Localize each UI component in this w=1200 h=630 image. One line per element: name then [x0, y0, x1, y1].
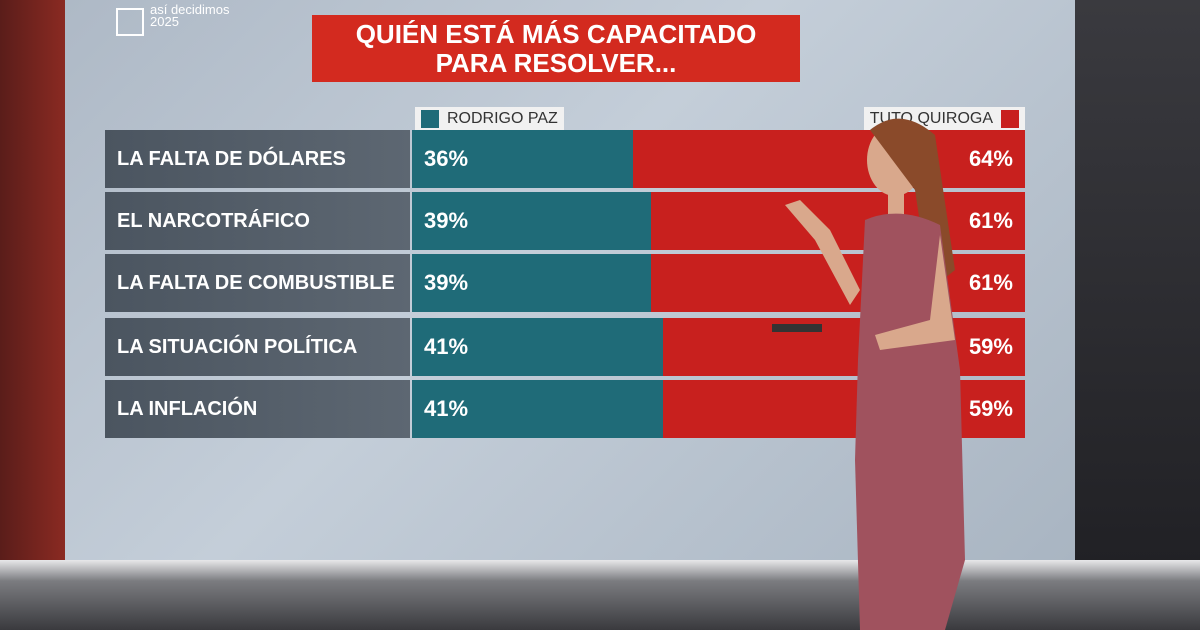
bar-segment: 59% — [663, 318, 1025, 376]
studio-wall — [1075, 0, 1200, 630]
category-text: LA INFLACIÓN — [117, 398, 258, 420]
category-text: LA FALTA DE COMBUSTIBLE — [117, 272, 395, 294]
value-label: 36% — [424, 146, 469, 171]
legend-swatch — [421, 110, 439, 128]
value-label: 59% — [968, 396, 1013, 421]
bar-segment: 39% — [412, 254, 652, 312]
value-label: 61% — [968, 208, 1013, 233]
category-text: EL NARCOTRÁFICO — [117, 210, 310, 232]
bar-segment: 41% — [412, 318, 664, 376]
logo-text: así decidimos 2025 — [150, 2, 230, 29]
bar-segment: 36% — [412, 130, 633, 188]
value-label: 41% — [424, 396, 469, 421]
bar-segment: 39% — [412, 192, 652, 250]
legend-item: RODRIGO PAZ — [415, 107, 564, 131]
category-label: EL NARCOTRÁFICO — [105, 192, 410, 250]
value-label: 61% — [968, 270, 1013, 295]
category-label: LA FALTA DE COMBUSTIBLE — [105, 254, 410, 312]
floor — [0, 560, 1200, 630]
logo-icon — [116, 8, 144, 36]
value-label: 39% — [424, 270, 469, 295]
studio-wall — [0, 0, 65, 630]
bar-segment: 41% — [412, 380, 664, 438]
bar-segment: 59% — [663, 380, 1025, 438]
category-label: LA INFLACIÓN — [105, 380, 410, 438]
legend-swatch — [1001, 110, 1019, 128]
category-text: LA FALTA DE DÓLARES — [117, 148, 346, 170]
chart-title: QUIÉN ESTÁ MÁS CAPACITADO PARA RESOLVER.… — [312, 15, 800, 82]
value-label: 59% — [968, 334, 1013, 359]
category-label: LA SITUACIÓN POLÍTICA — [105, 318, 410, 376]
bar-segment: 61% — [651, 192, 1025, 250]
value-label: 41% — [424, 334, 469, 359]
category-label: LA FALTA DE DÓLARES — [105, 130, 410, 188]
value-label: 64% — [968, 146, 1013, 171]
value-label: 39% — [424, 208, 469, 233]
presenter — [772, 118, 965, 630]
bar-segment: 64% — [632, 130, 1025, 188]
category-text: LA SITUACIÓN POLÍTICA — [117, 336, 358, 358]
legend-label: RODRIGO PAZ — [447, 110, 558, 127]
